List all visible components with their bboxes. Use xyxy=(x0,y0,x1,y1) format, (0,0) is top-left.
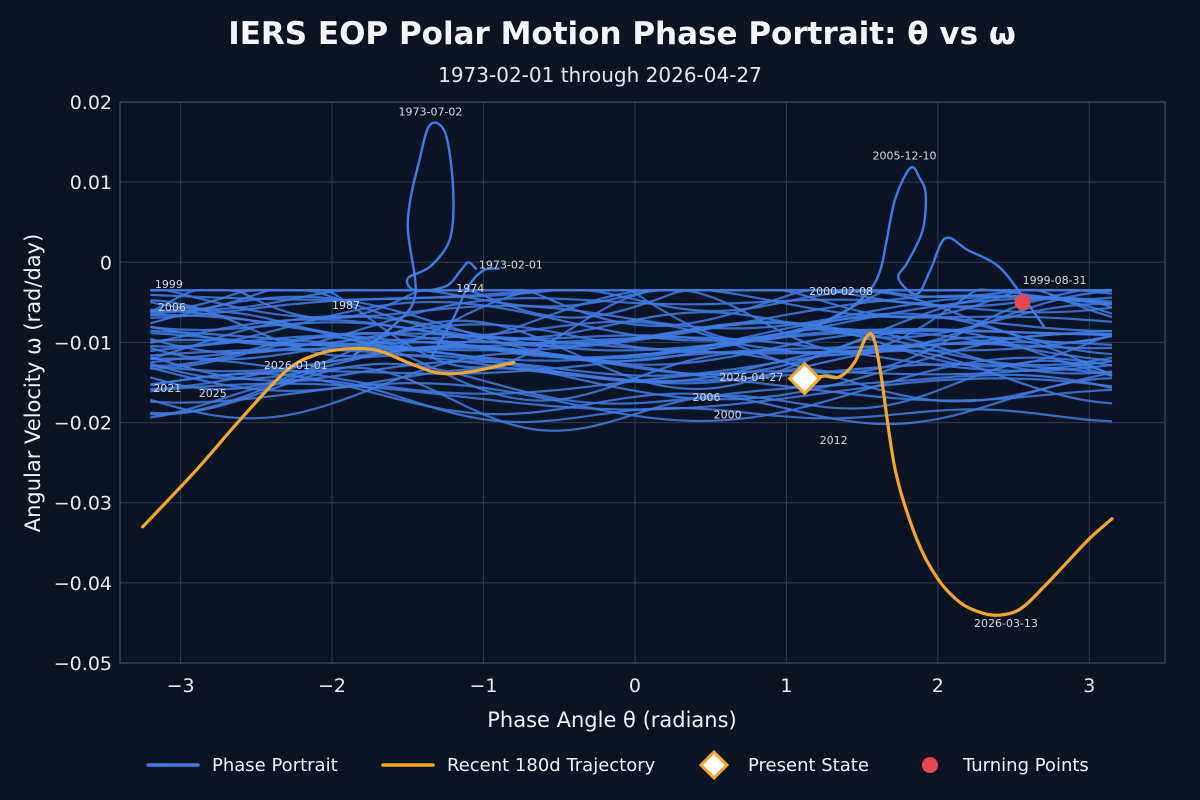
y-tick-label: 0.02 xyxy=(70,92,112,114)
phase-portrait-line xyxy=(150,362,1113,416)
x-tick-label: −1 xyxy=(469,675,497,697)
phase-portrait-line xyxy=(150,372,1113,426)
date-annotation: 1987 xyxy=(332,299,360,312)
plot-frame xyxy=(119,101,1166,664)
y-tick-label: 0.01 xyxy=(70,172,112,194)
date-annotation: 1999-08-31 xyxy=(1023,274,1087,287)
phase-portrait-line xyxy=(150,356,1113,423)
date-annotation: 1973-02-01 xyxy=(479,259,543,272)
phase-portrait-layer xyxy=(149,121,1113,432)
y-tick-label: −0.04 xyxy=(54,573,112,595)
phase-portrait-line xyxy=(150,379,1113,424)
date-annotation: 2021 xyxy=(153,382,181,395)
legend-label: Turning Points xyxy=(962,755,1089,776)
y-tick-label: −0.01 xyxy=(54,332,112,354)
date-annotation: 1999 xyxy=(155,278,183,291)
legend-item: Present State xyxy=(698,749,869,781)
legend-swatch xyxy=(698,749,730,781)
tick-label-layer: −3 −2 −1 0 1 2 3 0.02 0.01 0 −0.01 −0.02 −0.03 −0.04 −… xyxy=(54,92,1096,697)
date-annotation: 2000 xyxy=(714,409,742,422)
y-tick-label: −0.03 xyxy=(54,493,112,515)
legend: Phase Portrait Recent 180d Trajectory Pres… xyxy=(146,749,1089,781)
date-annotation: 2006 xyxy=(158,301,186,314)
y-tick-label: −0.05 xyxy=(54,653,112,675)
x-tick-label: −3 xyxy=(167,675,195,697)
date-annotation: 1973-07-02 xyxy=(399,106,463,119)
date-annotation: 1974 xyxy=(456,282,484,295)
phase-portrait-line xyxy=(150,312,1113,356)
phase-portrait-line xyxy=(150,289,1113,358)
date-annotation: 2026-01-01 xyxy=(264,359,328,372)
legend-label: Recent 180d Trajectory xyxy=(447,755,656,776)
x-tick-label: 3 xyxy=(1083,675,1095,697)
legend-item: Phase Portrait xyxy=(146,755,338,776)
phase-portrait-excursion xyxy=(815,165,1045,328)
recent-trajectory-layer xyxy=(141,331,1114,617)
turning-point-marker xyxy=(1014,294,1031,311)
legend-item: Recent 180d Trajectory xyxy=(381,755,656,776)
date-annotation: 2006 xyxy=(692,391,720,404)
legend-label: Phase Portrait xyxy=(212,755,338,776)
date-annotation: 2000-02-08 xyxy=(809,285,873,298)
y-tick-label: −0.02 xyxy=(54,413,112,435)
x-tick-label: 0 xyxy=(629,675,641,697)
date-annotation: 2026-04-27 xyxy=(719,371,783,384)
date-annotation: 2026-03-13 xyxy=(974,617,1038,630)
legend-item: Turning Points xyxy=(922,755,1089,776)
recent-trajectory-line xyxy=(804,331,1114,617)
x-tick-label: 1 xyxy=(780,675,792,697)
phase-portrait-line xyxy=(150,297,1113,348)
annotation-layer: 1973-07-02 1973-02-01 1974 1999 2006 1987 2026… xyxy=(153,106,1086,630)
y-axis-label: Angular Velocity ω (rad/day) xyxy=(21,234,45,533)
y-tick-label: 0 xyxy=(100,252,112,274)
phase-portrait-line xyxy=(150,352,1113,420)
phase-portrait-line xyxy=(150,342,1113,392)
recent-trajectory-line xyxy=(141,346,516,529)
present-state-marker xyxy=(787,361,822,396)
chart-title: IERS EOP Polar Motion Phase Portrait: θ … xyxy=(228,16,1016,52)
x-tick-label: 2 xyxy=(932,675,944,697)
phase-portrait-excursion xyxy=(429,267,500,360)
marker-layer xyxy=(787,294,1031,396)
phase-portrait-line xyxy=(150,302,1113,340)
legend-swatch xyxy=(922,757,938,773)
date-annotation: 2005-12-10 xyxy=(873,150,937,163)
chart-subtitle: 1973-02-01 through 2026-04-27 xyxy=(438,63,762,87)
date-annotation: 2025 xyxy=(199,387,227,400)
x-axis-label: Phase Angle θ (radians) xyxy=(487,708,737,732)
x-tick-label: −2 xyxy=(318,675,346,697)
date-annotation: 2012 xyxy=(820,434,848,447)
legend-label: Present State xyxy=(748,755,869,776)
phase-portrait-excursion xyxy=(353,121,478,356)
phase-portrait-line xyxy=(150,288,1112,319)
